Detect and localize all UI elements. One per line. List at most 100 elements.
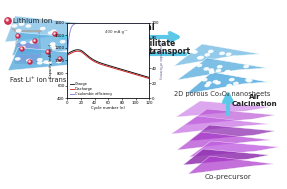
Ellipse shape bbox=[51, 30, 56, 32]
Ellipse shape bbox=[50, 44, 55, 47]
Text: Co-precursor: Co-precursor bbox=[205, 174, 251, 180]
Circle shape bbox=[93, 49, 97, 53]
Circle shape bbox=[6, 19, 8, 21]
Ellipse shape bbox=[197, 57, 202, 59]
Circle shape bbox=[28, 60, 32, 64]
Circle shape bbox=[83, 62, 87, 66]
Text: Fast Li⁺ ion transport through pores: Fast Li⁺ ion transport through pores bbox=[10, 76, 130, 83]
Ellipse shape bbox=[20, 46, 25, 49]
Ellipse shape bbox=[218, 66, 222, 68]
Ellipse shape bbox=[244, 65, 249, 68]
Ellipse shape bbox=[199, 56, 203, 59]
Circle shape bbox=[68, 44, 72, 48]
Text: Treatment: Treatment bbox=[97, 29, 147, 39]
Ellipse shape bbox=[48, 32, 53, 34]
Text: Facilitate: Facilitate bbox=[135, 40, 175, 49]
Circle shape bbox=[47, 51, 48, 52]
Ellipse shape bbox=[216, 82, 220, 84]
Circle shape bbox=[54, 33, 55, 34]
Ellipse shape bbox=[98, 43, 102, 45]
Ellipse shape bbox=[197, 64, 201, 67]
Circle shape bbox=[58, 57, 62, 61]
Ellipse shape bbox=[112, 45, 117, 47]
Polygon shape bbox=[177, 132, 271, 150]
Circle shape bbox=[109, 60, 110, 61]
Ellipse shape bbox=[225, 70, 230, 73]
Ellipse shape bbox=[210, 71, 214, 73]
Circle shape bbox=[69, 45, 70, 46]
Ellipse shape bbox=[38, 59, 42, 61]
Ellipse shape bbox=[191, 50, 195, 52]
Ellipse shape bbox=[61, 41, 65, 43]
Ellipse shape bbox=[94, 42, 98, 44]
Ellipse shape bbox=[78, 55, 83, 57]
Circle shape bbox=[17, 35, 18, 36]
Text: 2D porous Co₃O₄ nanosheets: 2D porous Co₃O₄ nanosheets bbox=[174, 91, 270, 97]
Ellipse shape bbox=[52, 47, 57, 49]
Circle shape bbox=[99, 41, 100, 42]
Polygon shape bbox=[176, 101, 270, 117]
Ellipse shape bbox=[216, 70, 221, 72]
Ellipse shape bbox=[205, 54, 210, 56]
Circle shape bbox=[21, 48, 22, 49]
Circle shape bbox=[33, 39, 37, 43]
Ellipse shape bbox=[95, 61, 100, 63]
Ellipse shape bbox=[96, 54, 100, 57]
Ellipse shape bbox=[227, 84, 231, 87]
Ellipse shape bbox=[12, 25, 17, 27]
Ellipse shape bbox=[90, 31, 95, 33]
Circle shape bbox=[78, 37, 82, 41]
Ellipse shape bbox=[97, 42, 101, 45]
Circle shape bbox=[29, 61, 30, 62]
Circle shape bbox=[46, 50, 50, 54]
Text: Hydrothermal: Hydrothermal bbox=[89, 22, 155, 32]
Ellipse shape bbox=[205, 84, 210, 87]
Ellipse shape bbox=[230, 78, 234, 81]
Ellipse shape bbox=[46, 61, 51, 64]
Circle shape bbox=[84, 63, 85, 64]
Ellipse shape bbox=[96, 55, 101, 57]
Polygon shape bbox=[15, 43, 40, 63]
Ellipse shape bbox=[231, 56, 236, 58]
Ellipse shape bbox=[15, 58, 20, 60]
Ellipse shape bbox=[226, 53, 231, 55]
Ellipse shape bbox=[51, 43, 55, 45]
Ellipse shape bbox=[108, 55, 112, 57]
Ellipse shape bbox=[30, 41, 35, 43]
Ellipse shape bbox=[234, 82, 238, 85]
Circle shape bbox=[20, 47, 24, 51]
Ellipse shape bbox=[225, 71, 229, 74]
Circle shape bbox=[59, 58, 60, 59]
Polygon shape bbox=[171, 116, 269, 134]
Ellipse shape bbox=[110, 43, 115, 45]
Ellipse shape bbox=[27, 59, 31, 62]
Polygon shape bbox=[189, 125, 275, 141]
Text: Calcination: Calcination bbox=[232, 101, 278, 107]
Circle shape bbox=[34, 40, 35, 41]
Ellipse shape bbox=[208, 50, 213, 53]
Circle shape bbox=[79, 38, 80, 39]
Ellipse shape bbox=[100, 27, 104, 29]
Ellipse shape bbox=[40, 27, 45, 30]
Polygon shape bbox=[189, 141, 279, 157]
Text: Lithium ion: Lithium ion bbox=[13, 18, 52, 24]
Polygon shape bbox=[188, 156, 274, 174]
Legend: Charge, Discharge, Coulombic efficiency: Charge, Discharge, Coulombic efficiency bbox=[69, 82, 113, 97]
Circle shape bbox=[116, 35, 120, 39]
Ellipse shape bbox=[226, 71, 230, 73]
Circle shape bbox=[98, 40, 102, 44]
Ellipse shape bbox=[38, 62, 42, 64]
X-axis label: Cycle number (n): Cycle number (n) bbox=[91, 106, 125, 110]
Circle shape bbox=[117, 36, 118, 37]
Text: 400 mA g⁻¹: 400 mA g⁻¹ bbox=[105, 30, 128, 34]
Polygon shape bbox=[12, 33, 132, 56]
Ellipse shape bbox=[220, 52, 224, 54]
Circle shape bbox=[108, 59, 112, 63]
Polygon shape bbox=[174, 44, 260, 66]
Y-axis label: Capacity (mAh g⁻¹): Capacity (mAh g⁻¹) bbox=[49, 43, 53, 78]
Ellipse shape bbox=[19, 23, 24, 25]
Y-axis label: Coulombic efficiency: Coulombic efficiency bbox=[158, 42, 162, 79]
Ellipse shape bbox=[90, 32, 95, 34]
Ellipse shape bbox=[72, 43, 77, 46]
Circle shape bbox=[94, 50, 95, 51]
